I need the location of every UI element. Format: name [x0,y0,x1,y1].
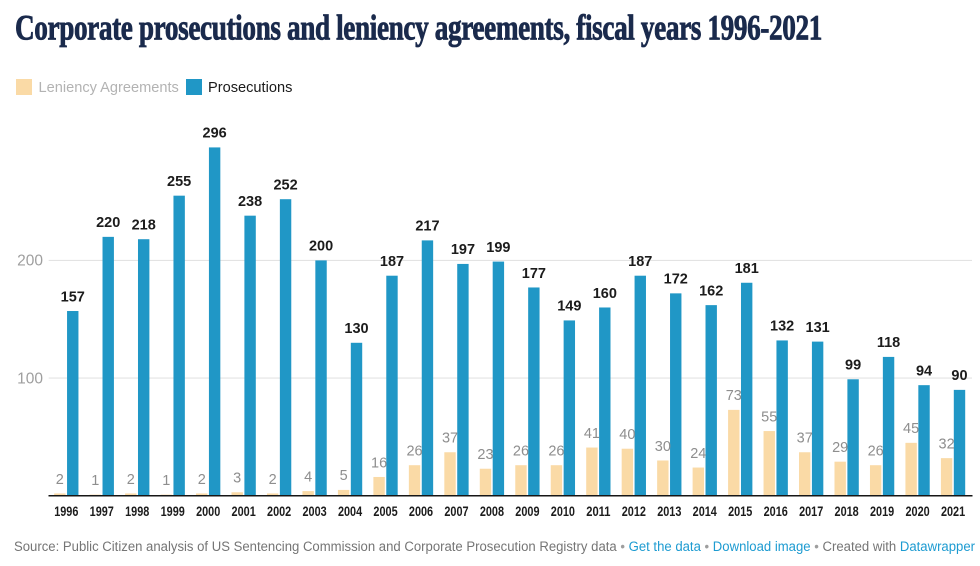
svg-text:4: 4 [304,469,312,485]
svg-text:100: 100 [17,370,43,387]
svg-text:187: 187 [628,254,652,270]
svg-text:2015: 2015 [728,503,752,519]
svg-text:160: 160 [593,286,617,302]
svg-text:2006: 2006 [409,503,433,519]
svg-text:2002: 2002 [267,503,291,519]
svg-text:132: 132 [770,319,794,335]
svg-text:Corporate prosecutions and len: Corporate prosecutions and leniency agre… [15,8,822,47]
svg-text:41: 41 [584,426,600,442]
svg-text:2012: 2012 [622,503,646,519]
svg-text:238: 238 [238,194,262,210]
svg-text:252: 252 [273,178,297,194]
svg-text:2: 2 [56,472,64,488]
svg-text:2000: 2000 [196,503,220,519]
svg-text:2014: 2014 [693,503,717,519]
svg-text:2008: 2008 [480,503,504,519]
svg-text:3: 3 [233,471,241,487]
svg-text:26: 26 [548,444,564,460]
svg-text:181: 181 [735,261,759,277]
svg-text:26: 26 [406,444,422,460]
svg-text:200: 200 [309,239,333,255]
svg-text:2020: 2020 [905,503,929,519]
svg-text:177: 177 [522,266,546,282]
svg-text:2010: 2010 [551,503,575,519]
svg-text:2: 2 [269,472,277,488]
svg-text:2011: 2011 [586,503,610,519]
svg-text:2007: 2007 [444,503,468,519]
svg-text:90: 90 [951,368,967,384]
svg-text:73: 73 [726,388,742,404]
svg-text:131: 131 [806,320,830,336]
svg-text:1: 1 [91,473,99,489]
svg-text:37: 37 [442,431,458,447]
svg-text:30: 30 [655,439,671,455]
svg-text:118: 118 [877,335,900,351]
svg-text:2017: 2017 [799,503,823,519]
svg-text:162: 162 [699,283,723,299]
svg-text:32: 32 [939,436,955,452]
svg-text:2021: 2021 [941,503,965,519]
svg-text:23: 23 [477,447,493,463]
svg-text:2009: 2009 [515,503,539,519]
svg-text:2013: 2013 [657,503,681,519]
svg-text:94: 94 [916,363,932,379]
svg-text:2: 2 [198,472,206,488]
svg-text:2016: 2016 [764,503,788,519]
svg-text:149: 149 [557,299,581,315]
svg-text:157: 157 [61,289,85,305]
svg-text:130: 130 [344,321,368,337]
svg-text:2004: 2004 [338,503,362,519]
svg-text:2018: 2018 [835,503,859,519]
svg-text:2: 2 [127,472,135,488]
svg-text:1997: 1997 [90,503,114,519]
svg-text:218: 218 [132,218,156,234]
svg-text:16: 16 [371,455,387,471]
svg-text:2005: 2005 [373,503,397,519]
svg-text:5: 5 [340,468,348,484]
svg-text:24: 24 [690,446,706,462]
svg-text:2001: 2001 [232,503,256,519]
svg-text:187: 187 [380,254,404,270]
svg-text:2019: 2019 [870,503,894,519]
svg-text:1996: 1996 [54,503,78,519]
svg-text:255: 255 [167,174,191,190]
svg-text:200: 200 [17,253,43,270]
svg-text:26: 26 [513,444,529,460]
svg-text:199: 199 [486,240,510,256]
svg-text:99: 99 [845,358,861,374]
svg-text:172: 172 [664,272,688,288]
svg-text:296: 296 [203,126,227,142]
svg-text:29: 29 [832,440,848,456]
svg-text:37: 37 [797,431,813,447]
svg-text:55: 55 [761,409,777,425]
svg-text:40: 40 [619,427,635,443]
svg-text:197: 197 [451,242,475,258]
svg-text:1998: 1998 [125,503,149,519]
svg-text:220: 220 [96,215,120,231]
svg-text:2003: 2003 [302,503,326,519]
svg-text:1: 1 [162,473,170,489]
svg-text:1999: 1999 [161,503,185,519]
svg-text:26: 26 [868,444,884,460]
svg-text:45: 45 [903,421,919,437]
svg-text:217: 217 [415,219,439,235]
